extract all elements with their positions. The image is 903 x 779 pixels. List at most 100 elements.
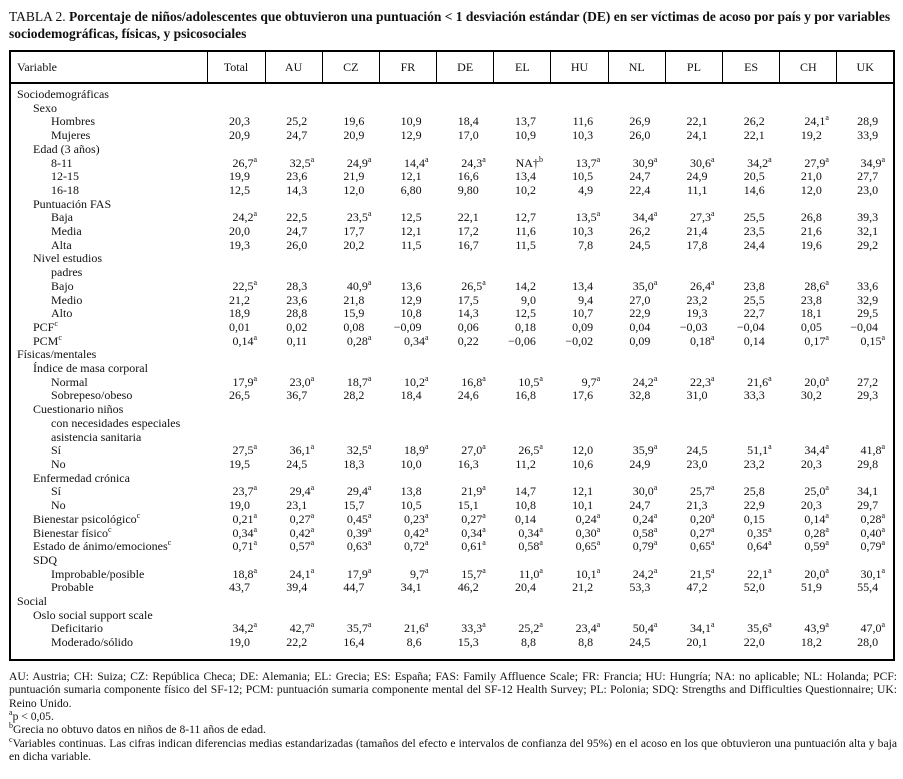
- cell-value: 24,5: [686, 443, 708, 458]
- cell-value: 17,9a: [346, 565, 372, 581]
- cell-value: 19,0: [229, 498, 250, 513]
- cell-value: 8,6: [406, 635, 422, 650]
- cell-value: 0,35a: [747, 524, 772, 540]
- cell-value: 10,8: [400, 306, 422, 321]
- table-title: TABLA 2. Porcentaje de niños/adolescente…: [9, 9, 897, 42]
- cell-value: 22,7: [743, 306, 765, 321]
- cell-value: 21,0: [800, 169, 822, 184]
- row-label: Hombres: [51, 114, 95, 129]
- cell-value: 0,05: [800, 319, 822, 334]
- cell-value: 12,7: [514, 210, 536, 225]
- cell-value: 30,1a: [860, 565, 886, 581]
- cell-value: 21,9: [343, 169, 365, 184]
- table-body: Sociodemográficas Sexo Hombres 20,3 25,2 19,6…: [10, 83, 894, 660]
- table-row: Alta 19,3 26,0 20,2 11,5 16,7 11,5 7,8 24,5 17,8 2…: [10, 237, 894, 253]
- cell-value: 23,0: [686, 456, 708, 471]
- cell-value: 14,3: [457, 306, 479, 321]
- cell-value: 10,1a: [575, 565, 601, 581]
- cell-value: 18,7a: [346, 373, 372, 389]
- cell-value: 52,0: [743, 580, 765, 595]
- cell-value: 21,6a: [747, 373, 772, 389]
- cell-value: 29,7: [857, 498, 879, 513]
- cell-value: 10,5: [400, 498, 422, 513]
- cell-value: 24,9: [686, 169, 708, 184]
- table-row: Edad (3 años): [10, 142, 894, 157]
- cell-value: 24,6: [457, 388, 479, 403]
- table-row: Sociodemográficas: [10, 83, 894, 102]
- cell-value: 0,59a: [804, 538, 829, 554]
- cell-value: 43,7: [229, 580, 250, 595]
- cell-value: 27,3a: [689, 209, 715, 225]
- cell-value: 0,22: [457, 333, 479, 348]
- table-row: Estado de ánimo/emocionesc 0,71a 0,57a 0,63…: [10, 538, 894, 554]
- cell-value: 34,2a: [232, 620, 257, 636]
- header-row: Variable Total AU CZ FR DE EL HU NL PL ES CH UK: [10, 51, 895, 84]
- cell-value: 23,4a: [575, 620, 601, 636]
- cell-value: 0,09: [572, 319, 594, 334]
- cell-value: 6,80: [400, 182, 422, 197]
- col-header-cz: CZ: [321, 51, 380, 84]
- cell-value: 15,7: [343, 498, 365, 513]
- cell-value: 14,2: [514, 278, 536, 293]
- cell-value: 16,4: [343, 635, 365, 650]
- cell-value: 0,24a: [575, 510, 601, 526]
- cell-value: 10,2: [514, 182, 536, 197]
- table-title-text: Porcentaje de niños/adolescentes que obt…: [9, 9, 891, 41]
- cell-value: 26,5a: [461, 277, 486, 293]
- cell-value: 0,04: [629, 319, 651, 334]
- cell-value: 13,8: [400, 484, 422, 499]
- cell-value: 0,15a: [860, 332, 886, 348]
- row-label: padres: [51, 265, 83, 280]
- cell-value: 43,9a: [804, 620, 829, 636]
- row-label: Sí: [51, 443, 62, 458]
- col-header-au: AU: [264, 51, 323, 84]
- table-row: Baja 24,2a 22,5 23,5a 12,5 22,1 12,7 13,5a 34,4a…: [10, 209, 894, 225]
- cell-value: 32,9: [857, 292, 879, 307]
- table-row: Bienestar psicológicoc 0,21a 0,27a 0,45a 0,2…: [10, 510, 894, 527]
- table-row: padres: [10, 265, 894, 280]
- cell-value: 0,23a: [404, 510, 429, 526]
- table-row: Probable 43,7 39,4 44,7 34,1 46,2 20,4 21,2 53,3…: [10, 581, 894, 595]
- cell-value: 13,4: [572, 278, 594, 293]
- cell-value: 11,5: [515, 237, 536, 252]
- cell-value: 26,5a: [518, 442, 543, 458]
- cell-value: 0,18: [514, 319, 536, 334]
- col-header-hu: HU: [550, 51, 609, 84]
- cell-value: 23,5: [743, 224, 765, 239]
- cell-value: 33,3: [743, 388, 765, 403]
- cell-value: 50,4a: [632, 620, 658, 636]
- cell-value: 21,8: [343, 292, 365, 307]
- table-row: Improbable/posible 18,8a 24,1a 17,9a 9,7a 15,…: [10, 565, 894, 582]
- cell-value: 0,42a: [404, 524, 429, 540]
- cell-value: 0,58a: [518, 538, 543, 554]
- table-row: Alto 18,9 28,8 15,9 10,8 14,3 12,5 10,7 22,9 19,3…: [10, 307, 894, 321]
- cell-value: 0,09: [629, 333, 651, 348]
- cell-value: 25,5: [743, 210, 765, 225]
- cell-value: 12,5: [400, 210, 422, 225]
- cell-value: 22,1: [457, 210, 479, 225]
- cell-value: 0,34a: [461, 524, 486, 540]
- cell-value: 28,6a: [804, 277, 829, 293]
- row-label: Estado de ánimo/emocionesc: [33, 538, 172, 554]
- cell-value: 25,2: [286, 114, 308, 129]
- cell-value: 0,34a: [404, 332, 429, 348]
- cell-value: 12,0: [343, 182, 365, 197]
- col-header-total: Total: [206, 51, 265, 84]
- cell-value: 11,2: [515, 456, 536, 471]
- cell-value: 29,4a: [346, 483, 372, 499]
- cell-value: 22,2: [286, 635, 308, 650]
- col-header-fr: FR: [378, 51, 437, 84]
- cell-value: 8,8: [578, 635, 594, 650]
- cell-value: 30,6a: [689, 154, 715, 170]
- tabla-2: Variable Total AU CZ FR DE EL HU NL PL ES CH UK Soci…: [9, 50, 896, 661]
- cell-value: 16,8a: [461, 373, 486, 389]
- cell-value: 24,5: [629, 635, 651, 650]
- table-row: Bienestar físicoc 0,34a 0,42a 0,39a 0,42a 0,3…: [10, 524, 894, 541]
- table-row: Cuestionario niños: [10, 402, 894, 417]
- cell-value: 10,2a: [404, 373, 429, 389]
- cell-value: 21,2: [229, 292, 250, 307]
- cell-value: 0,14: [743, 333, 765, 348]
- table-header: Variable Total AU CZ FR DE EL HU NL PL ES CH UK: [10, 51, 895, 84]
- row-label: Social: [17, 594, 47, 609]
- cell-value: 0,14: [514, 511, 536, 526]
